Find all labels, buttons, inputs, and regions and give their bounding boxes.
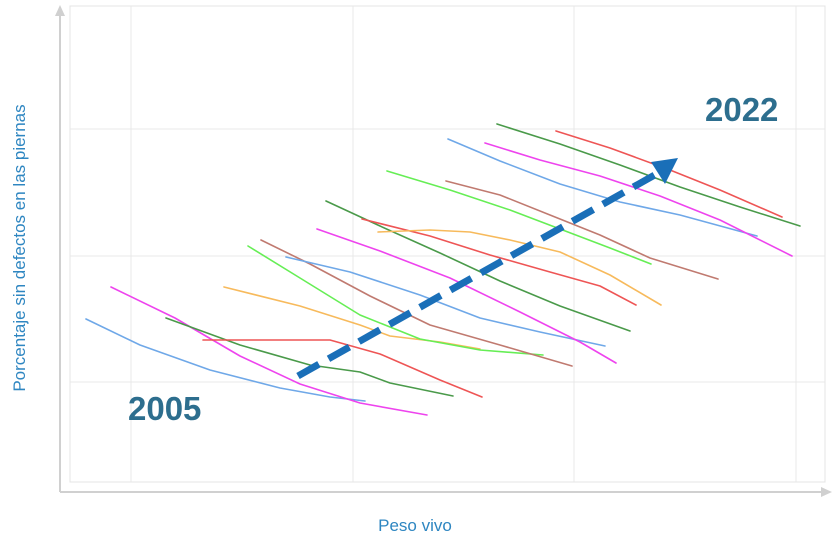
series-line-9 [316,228,617,364]
trend-arrow [296,158,678,380]
y-axis-arrowhead [55,5,65,16]
trend-arrow-head [651,158,678,184]
year-annotation-2005: 2005 [128,390,201,427]
series-line-6 [247,245,544,356]
series-line-15 [447,138,758,237]
x-axis-arrowhead [821,487,832,497]
series-group [85,123,801,416]
series-line-10 [325,200,631,332]
series-line-4 [202,339,483,398]
y-axis-label: Porcentaje sin defectos en las piernas [10,104,29,392]
series-line-16 [484,142,793,257]
series-line-2 [110,286,428,416]
series-line-3 [165,317,454,397]
series-line-7 [260,239,573,367]
series-line-1 [85,318,366,402]
x-axis-label: Peso vivo [378,516,452,535]
plot-border [69,5,826,483]
series-line-14 [445,180,719,280]
year-annotation-2022: 2022 [705,91,778,128]
trend-arrow-shaft [296,168,662,380]
series-line-11 [361,218,637,306]
series-line-13 [386,170,652,265]
series-line-12 [377,229,662,306]
axes [55,5,832,497]
series-line-8 [285,256,606,347]
annotations: 2005 2022 [128,91,778,427]
grid-lines [69,5,826,483]
